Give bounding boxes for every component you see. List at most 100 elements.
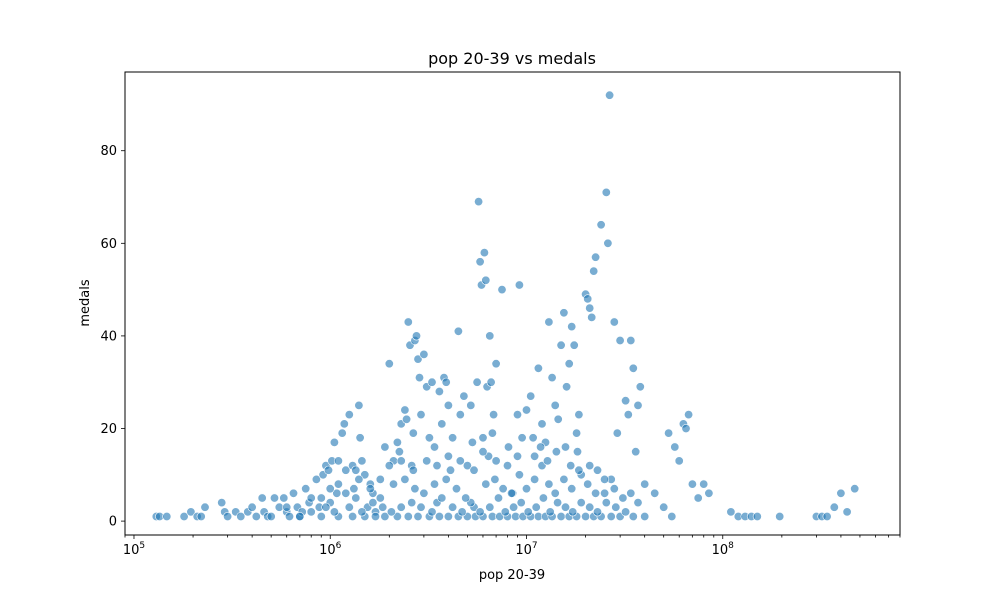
data-point	[378, 502, 388, 512]
data-point	[349, 484, 359, 494]
data-point	[434, 511, 444, 521]
data-point	[591, 488, 601, 498]
y-tick-label: 0	[109, 515, 117, 530]
data-point	[591, 252, 601, 262]
data-point	[670, 442, 680, 452]
data-point	[574, 465, 584, 475]
data-point	[408, 428, 418, 438]
data-point	[503, 442, 513, 452]
data-point	[581, 511, 591, 521]
data-point	[583, 294, 593, 304]
data-point	[512, 451, 522, 461]
data-point	[365, 484, 375, 494]
data-point	[461, 493, 471, 503]
data-point	[498, 484, 508, 494]
data-point	[650, 488, 660, 498]
data-point	[704, 488, 714, 498]
data-point	[481, 479, 491, 489]
data-point	[200, 502, 210, 512]
data-point	[478, 447, 488, 457]
data-point	[621, 396, 631, 406]
data-point	[587, 312, 597, 322]
data-point	[443, 400, 453, 410]
data-point	[829, 502, 839, 512]
data-point	[266, 511, 276, 521]
data-point	[355, 433, 365, 443]
data-point	[542, 456, 552, 466]
data-point	[553, 414, 563, 424]
data-point	[560, 502, 570, 512]
data-point	[640, 511, 650, 521]
data-point	[368, 498, 378, 508]
data-point	[332, 488, 342, 498]
data-point	[603, 238, 613, 248]
data-point	[344, 502, 354, 512]
data-point	[380, 511, 390, 521]
data-point	[585, 461, 595, 471]
data-point	[836, 488, 846, 498]
data-point	[551, 447, 561, 457]
data-point	[351, 465, 361, 475]
data-point	[609, 484, 619, 494]
data-point	[279, 493, 289, 503]
data-point	[509, 502, 519, 512]
data-point	[640, 479, 650, 489]
data-point	[606, 511, 616, 521]
data-point	[491, 456, 501, 466]
data-point	[341, 465, 351, 475]
x-tick-label: 107	[515, 541, 537, 558]
data-point	[474, 197, 484, 207]
data-point	[612, 428, 622, 438]
data-point	[530, 451, 540, 461]
data-point	[478, 433, 488, 443]
data-point	[850, 484, 860, 494]
data-point	[560, 442, 570, 452]
data-point	[380, 442, 390, 452]
data-point	[413, 511, 423, 521]
data-point	[485, 502, 495, 512]
data-point	[329, 507, 339, 517]
data-point	[179, 511, 189, 521]
data-point	[386, 507, 396, 517]
data-point	[375, 474, 385, 484]
data-point	[621, 507, 631, 517]
data-point	[533, 363, 543, 373]
data-point	[626, 335, 636, 345]
data-point	[538, 493, 548, 503]
data-point	[497, 285, 507, 295]
data-point	[344, 410, 354, 420]
data-point	[441, 377, 451, 387]
data-point	[333, 456, 343, 466]
data-point	[416, 410, 426, 420]
data-point	[448, 433, 458, 443]
data-point	[282, 502, 292, 512]
data-point	[424, 433, 434, 443]
data-point	[269, 493, 279, 503]
x-tick-label: 106	[319, 541, 342, 558]
data-point	[611, 502, 621, 512]
data-point	[451, 484, 461, 494]
data-point	[337, 428, 347, 438]
data-point	[600, 488, 610, 498]
x-tick-label: 108	[712, 541, 735, 558]
data-point	[628, 363, 638, 373]
data-point	[329, 437, 339, 447]
data-point	[384, 461, 394, 471]
data-point	[589, 266, 599, 276]
data-point	[596, 220, 606, 230]
data-point	[403, 317, 413, 327]
data-point	[316, 511, 326, 521]
data-point	[455, 456, 465, 466]
data-point	[507, 488, 517, 498]
data-point	[419, 488, 429, 498]
data-point	[623, 410, 633, 420]
data-point	[427, 377, 437, 387]
data-point	[572, 428, 582, 438]
data-point	[601, 498, 611, 508]
data-point	[236, 511, 246, 521]
data-point	[822, 511, 832, 521]
data-point	[348, 511, 358, 521]
data-point	[567, 484, 577, 494]
data-point	[514, 280, 524, 290]
data-point	[544, 479, 554, 489]
